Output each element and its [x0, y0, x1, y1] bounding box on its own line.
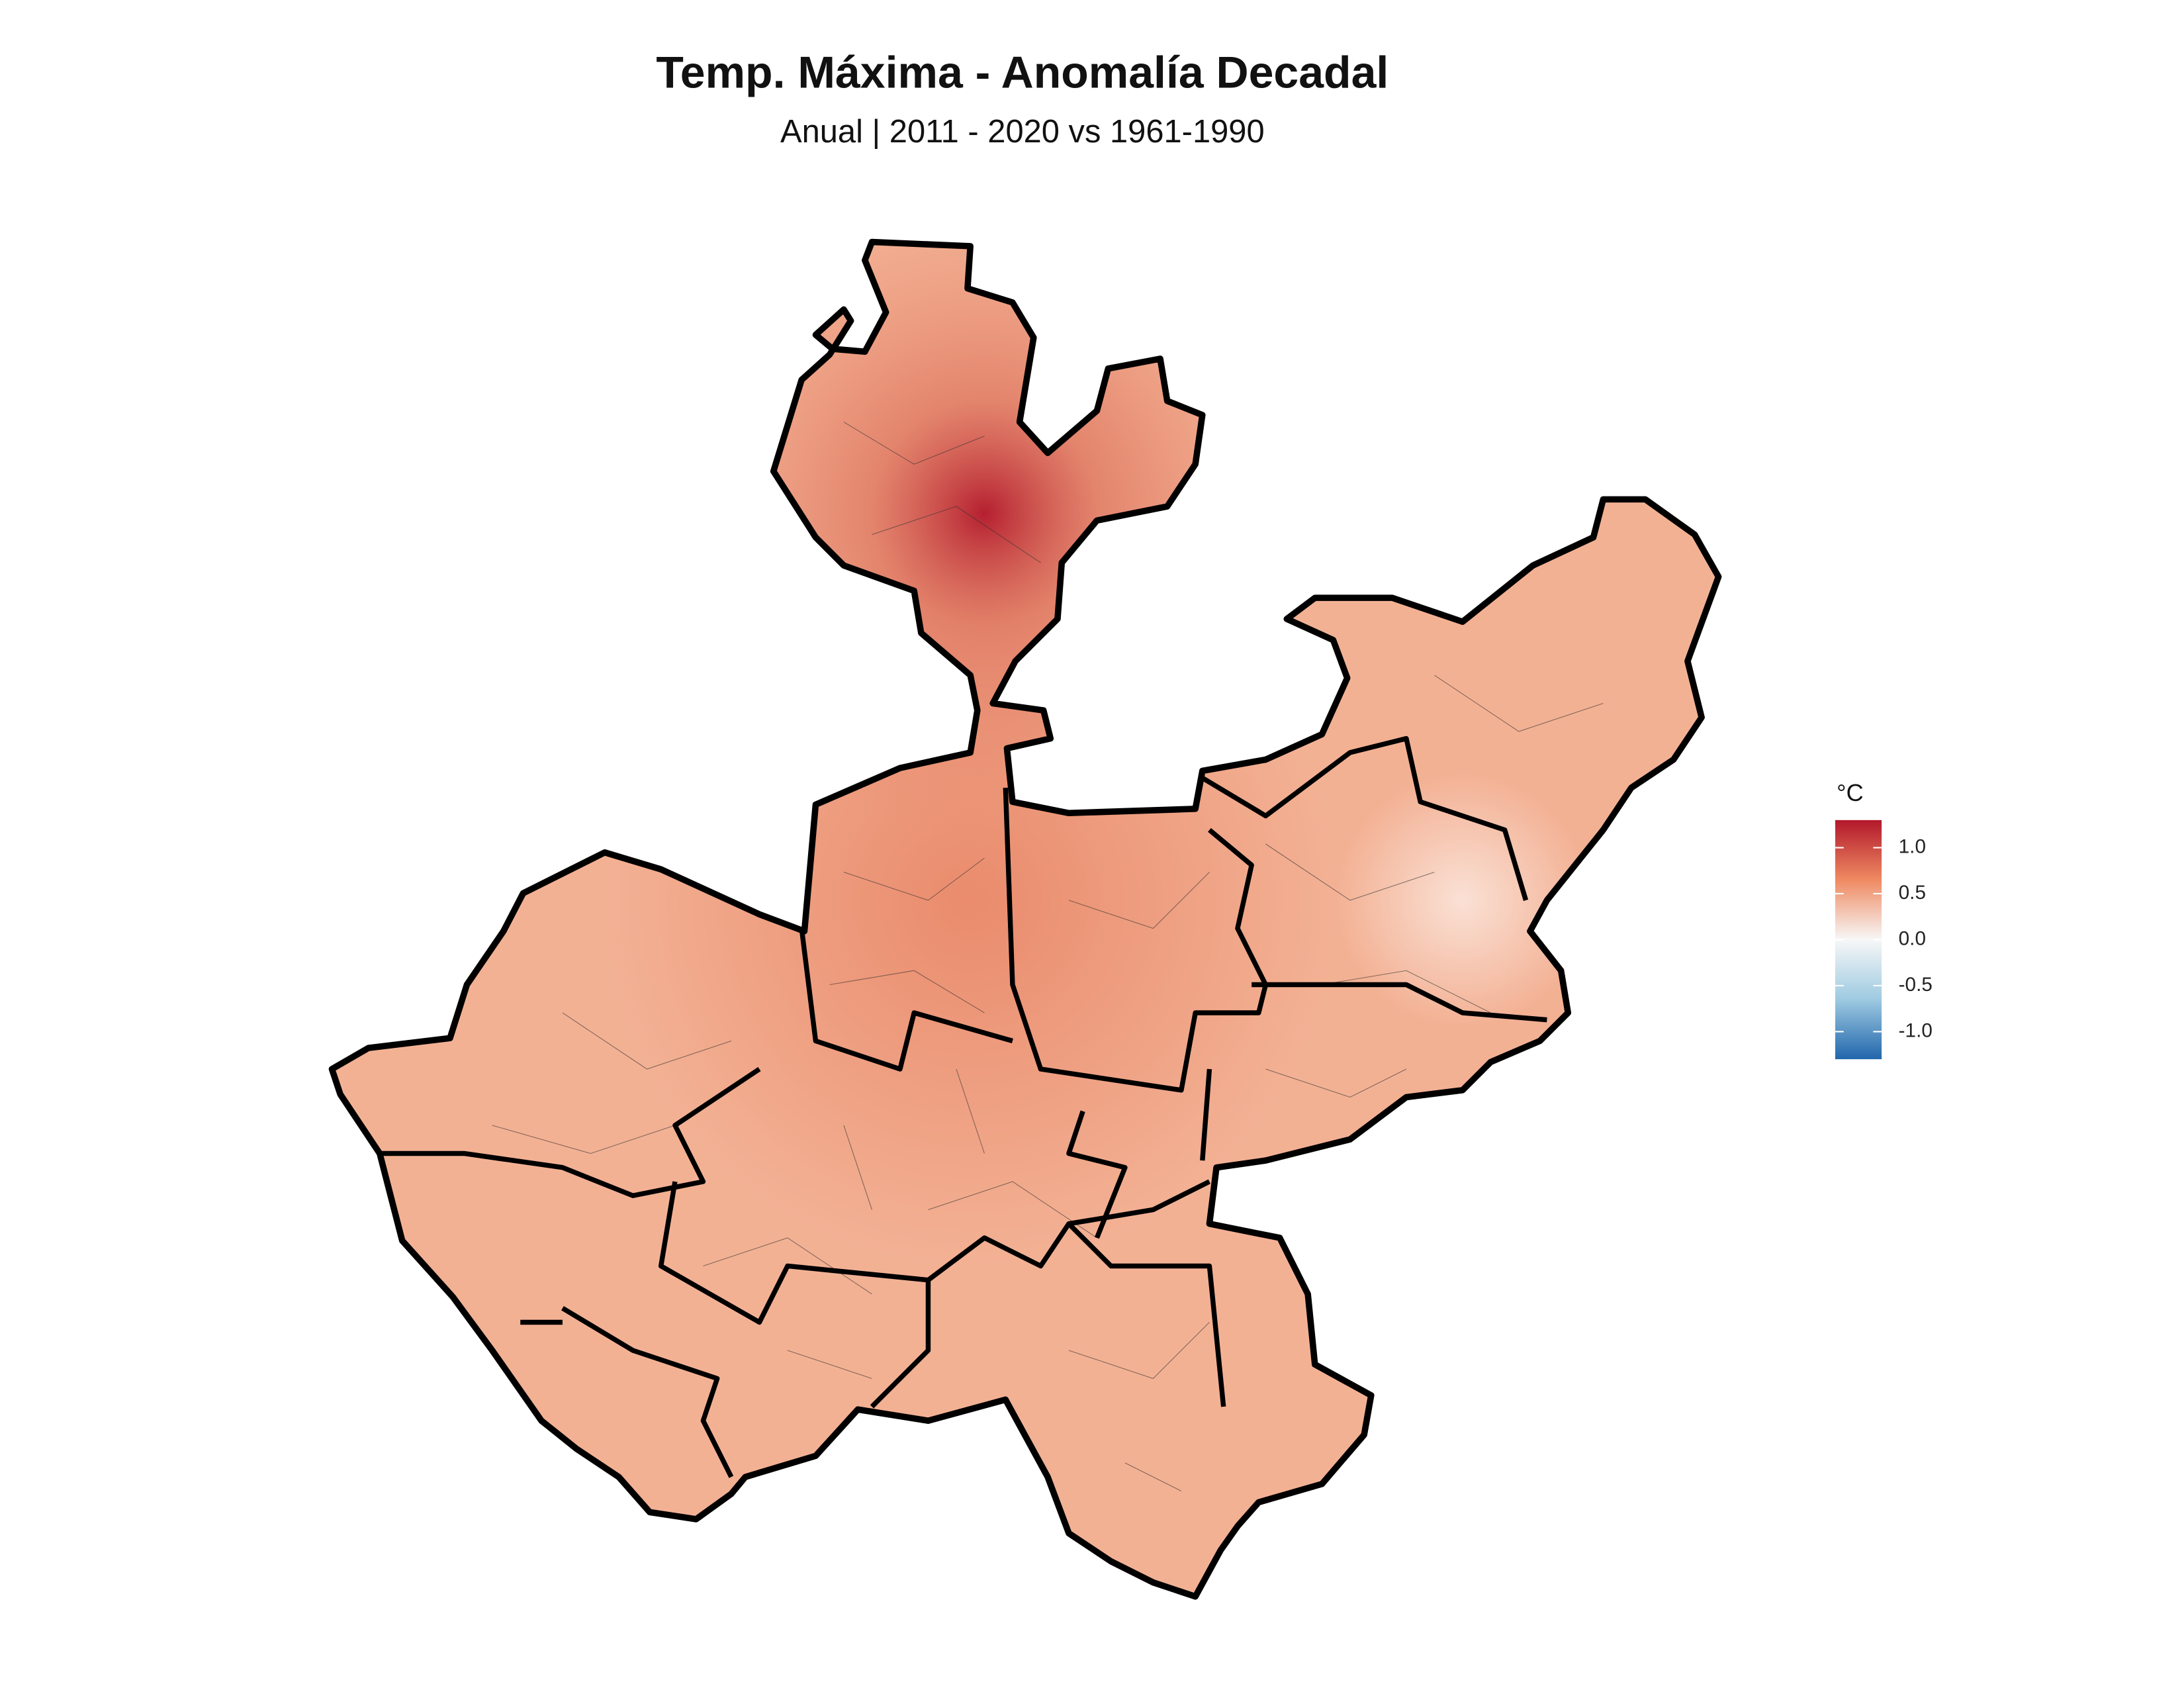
state-border	[328, 238, 1722, 1600]
municipality-lines	[492, 422, 1604, 1491]
colorbar-tick-label: -1.0	[1899, 1019, 1933, 1041]
colorbar-tick-label: 1.0	[1899, 835, 1926, 857]
map-subtitle: Anual | 2011 - 2020 vs 1961-1990	[780, 114, 1265, 150]
colorbar-tick-label: 0.0	[1899, 927, 1926, 949]
anomaly-shading	[332, 242, 1719, 1597]
region-borders	[379, 735, 1547, 1478]
colorbar-tick-label: 0.5	[1899, 882, 1926, 904]
map-title: Temp. Máxima - Anomalía Decadal	[656, 48, 1388, 98]
colorbar-tick-label: -0.5	[1899, 974, 1933, 996]
legend-title: °C	[1837, 779, 1864, 806]
legend: °C 1.0 0.5 0.0 -0.5 -1.0	[1835, 779, 1933, 1060]
state-map	[328, 238, 1722, 1600]
